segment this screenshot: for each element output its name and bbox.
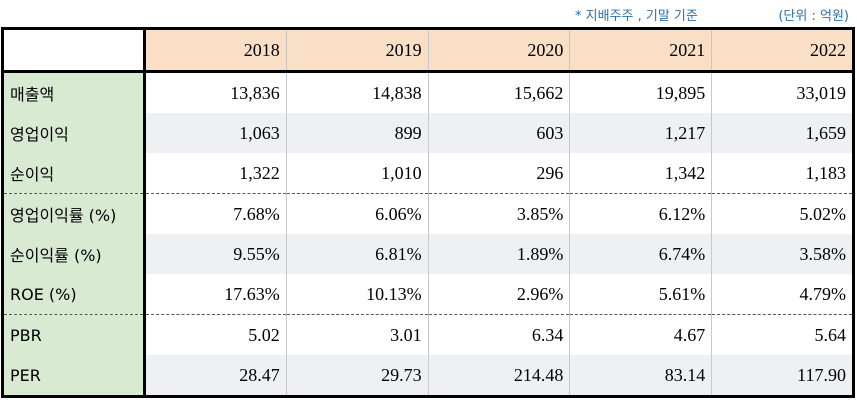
table-cell: 1,342 <box>569 153 713 194</box>
table-cell: 1,183 <box>711 153 854 194</box>
table-cell: 6.12% <box>569 193 713 234</box>
table-row: 영업이익 1,063 899 603 1,217 1,659 <box>2 113 854 153</box>
basis-note: * 지배주주 , 기말 기준 <box>575 9 698 24</box>
table-cell: 7.68% <box>144 193 287 234</box>
table-row: ROE (%) 17.63% 10.13% 2.96% 5.61% 4.79% <box>2 274 854 315</box>
table-row: 순이익 1,322 1,010 296 1,342 1,183 <box>2 153 854 194</box>
table-cell: 1.89% <box>427 234 571 274</box>
table-cell: 6.81% <box>285 234 429 274</box>
row-label: 순이익률 (%) <box>2 234 146 274</box>
table-row: 영업이익률 (%) 7.68% 6.06% 3.85% 6.12% 5.02% <box>2 193 854 234</box>
table-cell: 5.64 <box>711 314 854 355</box>
table-cell: 29.73 <box>285 355 429 397</box>
financial-summary-table: 2018 2019 2020 2021 2022 매출액 13,836 14,8… <box>1 27 855 398</box>
row-label: 순이익 <box>2 153 146 194</box>
table-cell: 3.58% <box>711 234 854 274</box>
table-cell: 1,010 <box>285 153 429 194</box>
table-cell: 1,659 <box>711 113 854 153</box>
table-cell: 33,019 <box>711 71 854 113</box>
table-cell: 5.02% <box>711 193 854 234</box>
row-label: 영업이익 <box>2 113 146 153</box>
header-row: 2018 2019 2020 2021 2022 <box>2 28 854 73</box>
table-cell: 899 <box>285 113 429 153</box>
table-cell: 19,895 <box>569 71 713 113</box>
table-cell: 10.13% <box>285 274 429 315</box>
year-header: 2018 <box>144 28 287 73</box>
table-cell: 1,322 <box>144 153 287 194</box>
table-cell: 2.96% <box>427 274 571 315</box>
table-cell: 9.55% <box>144 234 287 274</box>
year-header: 2022 <box>711 28 854 73</box>
header-corner-cell <box>2 28 146 73</box>
row-label: ROE (%) <box>2 274 146 315</box>
year-header: 2020 <box>427 28 571 73</box>
year-header: 2019 <box>285 28 429 73</box>
table-cell: 4.79% <box>711 274 854 315</box>
table-row: 순이익률 (%) 9.55% 6.81% 1.89% 6.74% 3.58% <box>2 234 854 274</box>
row-label: PBR <box>2 314 146 355</box>
table-cell: 6.74% <box>569 234 713 274</box>
row-label: PER <box>2 355 146 397</box>
table-cell: 17.63% <box>144 274 287 315</box>
table-cell: 214.48 <box>427 355 571 397</box>
table-cell: 3.85% <box>427 193 571 234</box>
row-label: 매출액 <box>2 71 146 113</box>
table-cell: 5.61% <box>569 274 713 315</box>
table-cell: 3.01 <box>285 314 429 355</box>
table-cell: 15,662 <box>427 71 571 113</box>
row-label: 영업이익률 (%) <box>2 193 146 234</box>
table-cell: 4.67 <box>569 314 713 355</box>
table-cell: 83.14 <box>569 355 713 397</box>
table-row: 매출액 13,836 14,838 15,662 19,895 33,019 <box>2 71 854 113</box>
table-cell: 28.47 <box>144 355 287 397</box>
table-cell: 6.34 <box>427 314 571 355</box>
table-cell: 1,063 <box>144 113 287 153</box>
table-cell: 117.90 <box>711 355 854 397</box>
table-row: PBR 5.02 3.01 6.34 4.67 5.64 <box>2 314 854 355</box>
table-cell: 13,836 <box>144 71 287 113</box>
table-cell: 6.06% <box>285 193 429 234</box>
table-cell: 296 <box>427 153 571 194</box>
year-header: 2021 <box>569 28 713 73</box>
table-cell: 5.02 <box>144 314 287 355</box>
table-cell: 1,217 <box>569 113 713 153</box>
table-cell: 14,838 <box>285 71 429 113</box>
table-row: PER 28.47 29.73 214.48 83.14 117.90 <box>2 355 854 397</box>
table-cell: 603 <box>427 113 571 153</box>
unit-note: (단위 : 억원) <box>778 9 849 24</box>
